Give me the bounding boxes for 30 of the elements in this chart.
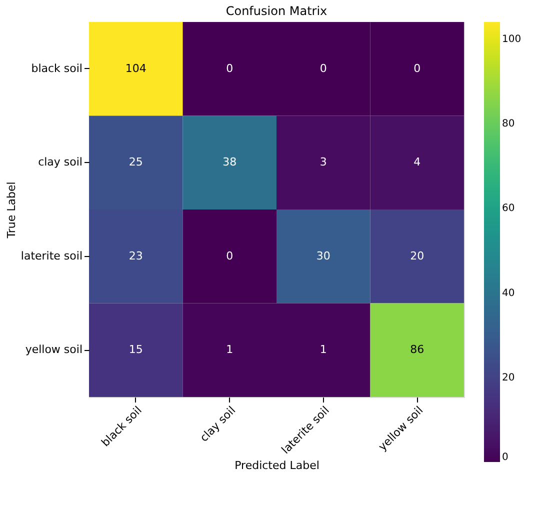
color-bar-label: 100 (502, 34, 522, 45)
data-label: 38 (222, 156, 237, 169)
y-tick-label: black soil (31, 62, 82, 75)
chart-title: Confusion Matrix (226, 4, 328, 18)
data-label: 0 (320, 62, 327, 75)
y-tick-label: clay soil (38, 156, 82, 169)
data-label: 104 (125, 62, 146, 75)
y-tick-label: laterite soil (20, 249, 82, 262)
x-axis-title: Predicted Label (234, 458, 320, 472)
y-tick-label: yellow soil (25, 343, 82, 356)
data-label: 0 (226, 249, 234, 262)
color-bar-label: 80 (502, 118, 515, 130)
data-label: 0 (226, 62, 234, 75)
data-label: 23 (128, 249, 143, 262)
data-label: 15 (128, 343, 143, 356)
data-label: 1 (320, 343, 327, 356)
color-bar-label: 20 (502, 372, 515, 384)
data-label: 4 (414, 156, 421, 169)
data-label: 30 (316, 249, 330, 262)
color-bar-label: 40 (502, 288, 515, 299)
color-bar-label: 60 (502, 203, 515, 214)
color-bar-label: 0 (502, 452, 508, 463)
data-label: 0 (414, 62, 421, 75)
x-tick-label: clay soil (197, 404, 238, 444)
data-label: 20 (410, 249, 424, 262)
y-axis-title: True Label (4, 182, 18, 240)
data-label: 3 (320, 156, 327, 169)
data-label: 25 (128, 156, 143, 169)
data-label: 86 (410, 343, 424, 356)
data-label: 1 (226, 343, 234, 356)
